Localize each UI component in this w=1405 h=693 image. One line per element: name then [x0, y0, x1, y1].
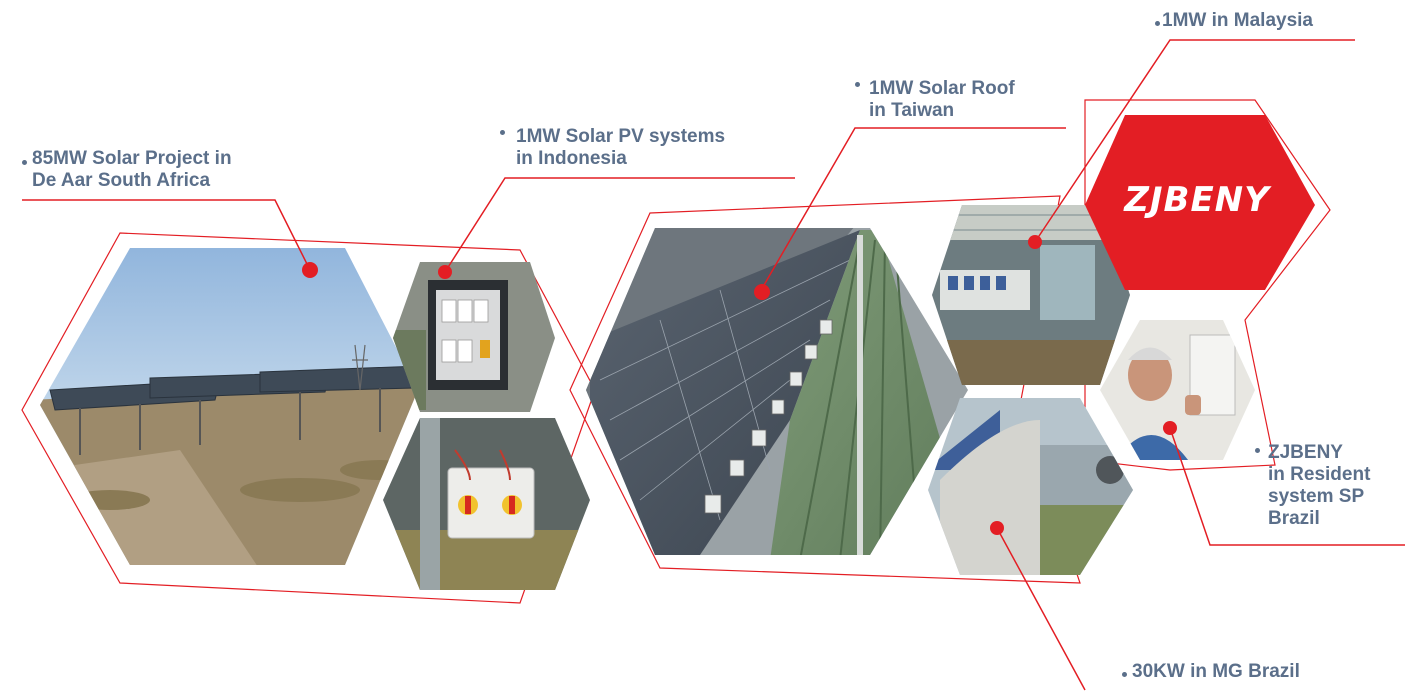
label-south-africa: 85MW Solar Project in De Aar South Afric… — [32, 148, 232, 192]
label-malaysia: 1MW in Malaysia — [1162, 10, 1313, 32]
label-line: 1MW in Malaysia — [1162, 10, 1313, 31]
label-line: 1MW Solar Roof — [869, 78, 1015, 99]
label-line: system SP — [1268, 486, 1365, 507]
photo-mg-brazil — [928, 398, 1133, 575]
label-line: 30KW in MG Brazil — [1132, 661, 1300, 682]
location-dots — [302, 235, 1177, 535]
label-line: 85MW Solar Project in — [32, 148, 232, 169]
photo-indonesia-combiner-box — [393, 262, 555, 412]
label-line: in Indonesia — [516, 148, 627, 169]
label-line: in Taiwan — [869, 100, 955, 121]
photo-malaysia-switchgear — [932, 205, 1130, 385]
leader-lines — [22, 39, 1405, 691]
zjbeny-logo-text: ZJBENY — [1124, 180, 1270, 220]
bullet-dot — [500, 130, 505, 135]
bullet-dot — [855, 82, 860, 87]
label-line: 1MW Solar PV systems — [516, 126, 726, 147]
bullet-dot — [1122, 672, 1127, 677]
photo-dc-isolator-switch — [383, 418, 590, 590]
photo-taiwan-solar-roof — [586, 228, 968, 555]
photo-resident-sp-brazil — [1100, 320, 1255, 460]
label-taiwan: 1MW Solar Roof in Taiwan — [869, 78, 1015, 122]
label-line: Brazil — [1268, 508, 1320, 529]
label-line: De Aar South Africa — [32, 170, 211, 191]
label-resident-brazil: ZJBENY in Resident system SP Brazil — [1268, 442, 1370, 530]
bullet-dot — [1255, 448, 1260, 453]
label-line: ZJBENY — [1268, 442, 1343, 463]
label-indonesia: 1MW Solar PV systems in Indonesia — [516, 126, 725, 170]
label-line: in Resident — [1268, 464, 1371, 485]
bullet-dot — [22, 160, 27, 165]
photo-south-africa — [40, 248, 418, 565]
bullet-dot — [1155, 21, 1160, 26]
label-mg-brazil: 30KW in MG Brazil — [1132, 661, 1300, 683]
logo-hexagon — [1085, 115, 1315, 290]
